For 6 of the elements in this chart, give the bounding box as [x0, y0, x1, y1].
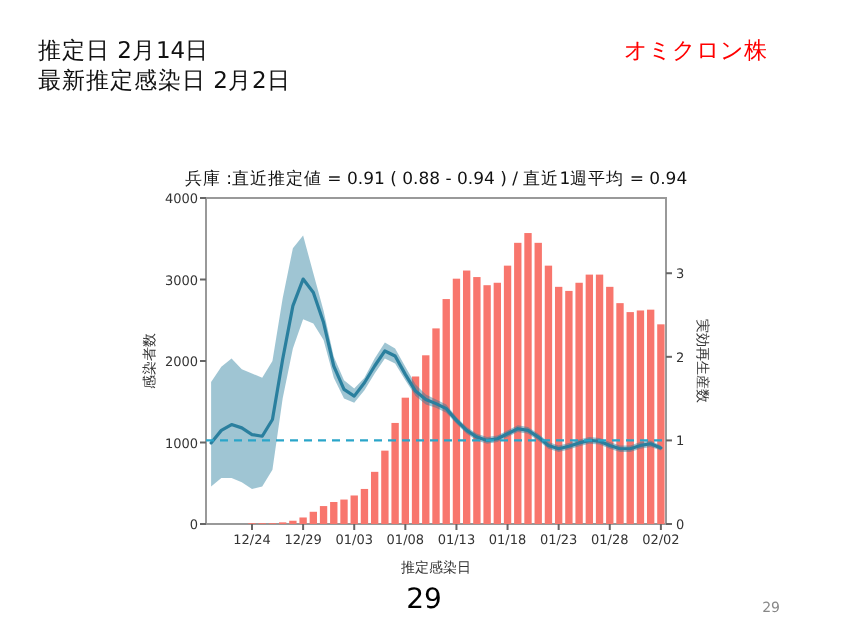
text: 29 — [406, 584, 442, 616]
line-series — [209, 277, 663, 451]
text: オミクロン株 — [624, 36, 768, 64]
text: 最新推定感染日 2月2日 — [38, 66, 291, 94]
chart-title: 兵庫 :直近推定値 = 0.91 ( 0.88 - 0.94 ) / 直近1週平均 = 0.94 — [184, 168, 688, 190]
text: 推定日 2月14日 — [38, 36, 210, 64]
